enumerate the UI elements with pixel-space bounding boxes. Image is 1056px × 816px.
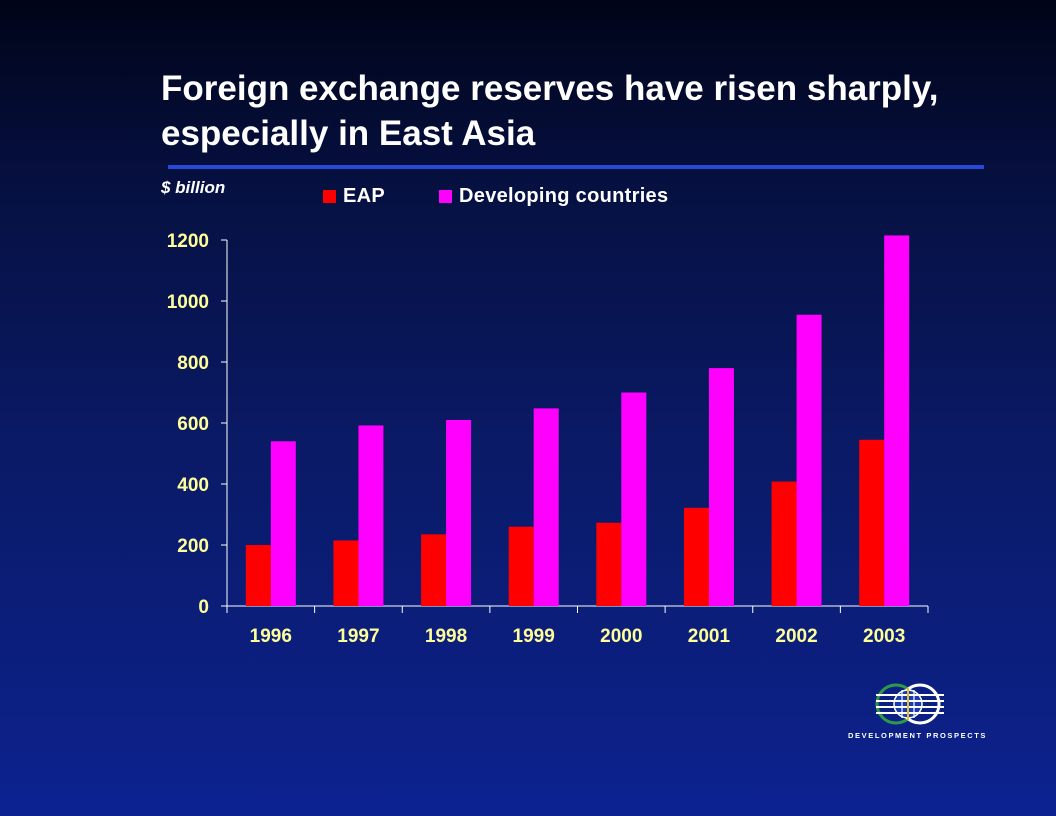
bar-eap-2002 <box>771 481 797 606</box>
slide-title: Foreign exchange reserves have risen sha… <box>161 69 939 153</box>
bar-eap-1998 <box>421 534 447 606</box>
bar-developing-2003 <box>884 235 910 607</box>
y-tick-label: 200 <box>177 536 209 557</box>
y-tick-label: 0 <box>198 597 209 618</box>
legend-item-developing: Developing countries <box>439 185 668 208</box>
bar-developing-1997 <box>358 425 384 606</box>
x-tick-label: 2000 <box>600 626 642 647</box>
legend-swatch-developing <box>439 189 453 203</box>
legend-swatch-eap <box>323 189 336 203</box>
bar-eap-2000 <box>596 522 622 606</box>
bar-developing-1998 <box>446 419 472 606</box>
development-prospects-logo <box>875 683 944 725</box>
logo-text: DEVELOPMENT PROSPECTS <box>848 731 988 740</box>
x-tick-label: 1996 <box>250 626 292 647</box>
x-tick-label: 2002 <box>775 626 817 647</box>
y-tick-label: 600 <box>177 414 209 435</box>
title-rule <box>168 165 984 169</box>
bar-developing-2000 <box>621 392 647 606</box>
units-label: $ billion <box>161 178 226 197</box>
x-tick-label: 1999 <box>513 626 555 647</box>
y-tick-label: 1000 <box>167 292 209 313</box>
bar-eap-2001 <box>683 507 709 606</box>
y-tick-label: 1200 <box>167 231 209 252</box>
x-tick-label: 2001 <box>688 626 731 647</box>
x-tick-label: 2003 <box>863 626 905 647</box>
x-tick-label: 1997 <box>337 626 379 647</box>
y-tick-label: 800 <box>177 353 209 374</box>
bar-developing-2002 <box>796 314 822 606</box>
legend-label-eap: EAP <box>343 184 386 207</box>
bar-eap-1997 <box>333 540 359 606</box>
y-tick-label: 400 <box>177 475 209 496</box>
bar-eap-1999 <box>508 526 534 606</box>
legend-label-developing: Developing countries <box>459 184 669 207</box>
bar-eap-1996 <box>245 545 271 606</box>
x-tick-label: 1998 <box>425 626 467 647</box>
bar-developing-1999 <box>533 408 559 606</box>
bar-developing-1996 <box>270 441 296 606</box>
bar-eap-2003 <box>859 439 885 606</box>
legend-item-eap: EAP <box>323 185 385 208</box>
chart-legend: EAP Developing countries <box>323 184 722 208</box>
bar-developing-2001 <box>708 368 734 606</box>
